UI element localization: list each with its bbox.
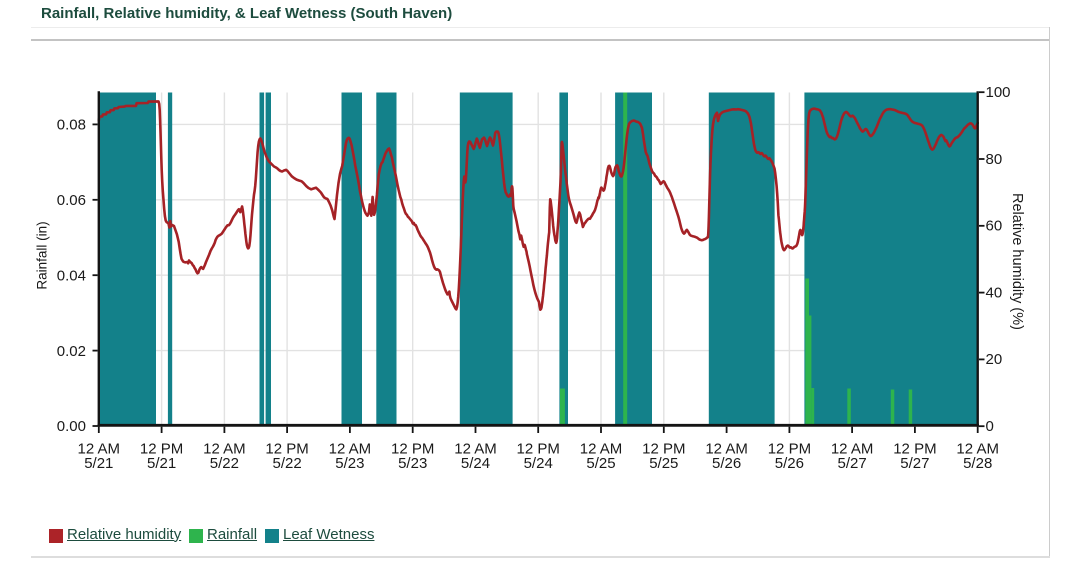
svg-text:5/22: 5/22	[272, 455, 301, 472]
svg-text:5/21: 5/21	[84, 455, 113, 472]
svg-text:5/27: 5/27	[837, 455, 866, 472]
svg-text:5/24: 5/24	[461, 455, 490, 472]
svg-text:40: 40	[986, 284, 1003, 301]
svg-text:80: 80	[986, 151, 1003, 168]
svg-text:12 PM: 12 PM	[893, 441, 936, 458]
svg-text:0.06: 0.06	[57, 192, 86, 209]
svg-text:5/23: 5/23	[335, 455, 364, 472]
svg-text:100: 100	[986, 84, 1011, 101]
svg-text:12 PM: 12 PM	[391, 441, 434, 458]
svg-text:12 AM: 12 AM	[705, 441, 748, 458]
svg-text:12 AM: 12 AM	[831, 441, 874, 458]
svg-text:12 PM: 12 PM	[517, 441, 560, 458]
svg-text:5/23: 5/23	[398, 455, 427, 472]
svg-text:5/25: 5/25	[649, 455, 678, 472]
svg-text:12 PM: 12 PM	[265, 441, 308, 458]
svg-text:5/21: 5/21	[147, 455, 176, 472]
svg-text:12 AM: 12 AM	[203, 441, 246, 458]
svg-text:12 PM: 12 PM	[140, 441, 183, 458]
svg-text:12 AM: 12 AM	[329, 441, 372, 458]
svg-text:12 AM: 12 AM	[580, 441, 623, 458]
svg-text:12 PM: 12 PM	[768, 441, 811, 458]
svg-text:5/26: 5/26	[775, 455, 804, 472]
svg-text:12 AM: 12 AM	[454, 441, 497, 458]
svg-text:20: 20	[986, 351, 1003, 368]
svg-text:60: 60	[986, 218, 1003, 235]
svg-text:0.04: 0.04	[57, 267, 86, 284]
svg-text:0.08: 0.08	[57, 117, 86, 134]
svg-text:5/26: 5/26	[712, 455, 741, 472]
svg-text:Rainfall (in): Rainfall (in)	[35, 221, 50, 289]
svg-text:12 AM: 12 AM	[956, 441, 999, 458]
svg-text:12 AM: 12 AM	[78, 441, 121, 458]
svg-text:Relative humidity (%): Relative humidity (%)	[1009, 193, 1025, 330]
svg-text:5/25: 5/25	[586, 455, 615, 472]
svg-text:0: 0	[986, 418, 994, 435]
svg-text:0.02: 0.02	[57, 343, 86, 360]
svg-text:5/27: 5/27	[900, 455, 929, 472]
svg-text:5/22: 5/22	[210, 455, 239, 472]
svg-text:0.00: 0.00	[57, 418, 86, 435]
svg-text:5/28: 5/28	[963, 455, 992, 472]
svg-text:12 PM: 12 PM	[642, 441, 685, 458]
svg-text:5/24: 5/24	[524, 455, 553, 472]
